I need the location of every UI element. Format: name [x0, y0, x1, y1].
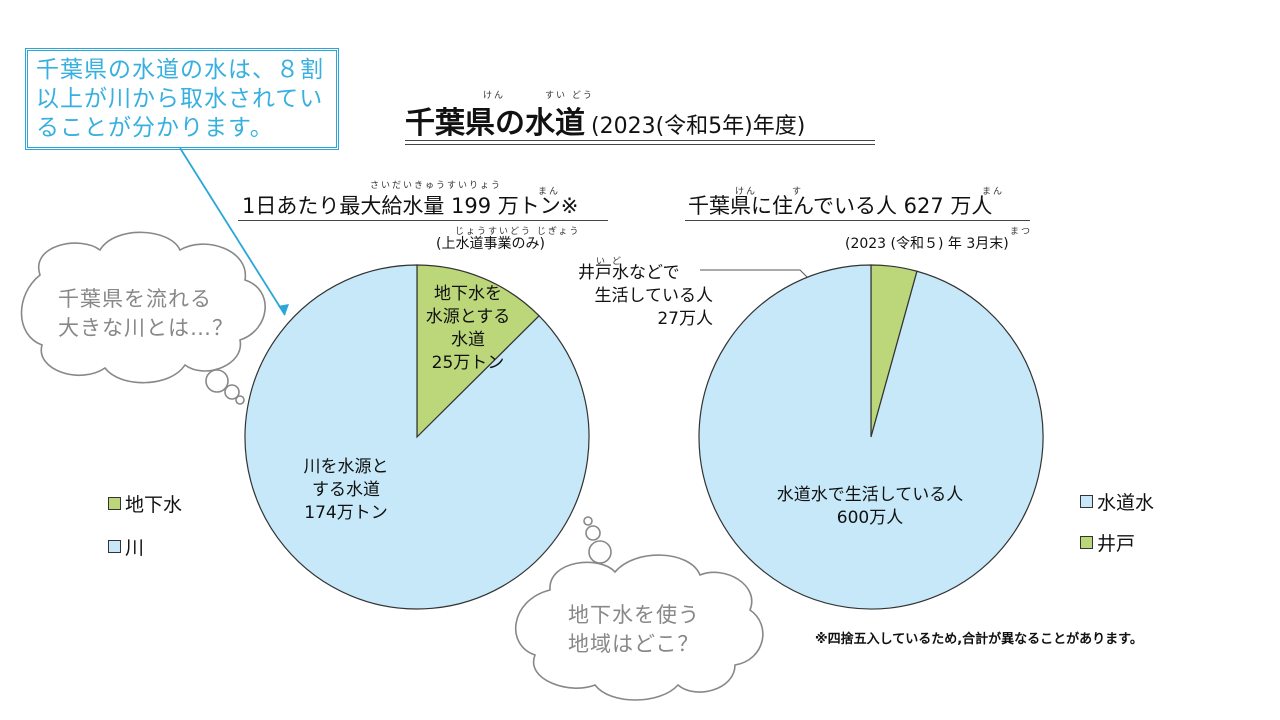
right-legend: 水道水 井戸	[1080, 488, 1154, 556]
title-main: 千葉県の水道	[405, 106, 585, 141]
left-title-underline	[238, 220, 608, 221]
bubble-groundwater-text: 地下水を使う 地域はどこ？	[568, 601, 700, 659]
slice-label-groundwater: 地下水を 水源とする 水道 25万トン	[408, 283, 528, 375]
bubble-river-line-2: 大きな川とは…？	[58, 316, 234, 340]
title-underline-2	[405, 144, 875, 145]
right-title-ruby-ken: けん	[735, 187, 758, 197]
river-label-line-2: する水道	[312, 480, 380, 500]
legend-swatch-tapwater	[1080, 495, 1093, 508]
slice-label-well: 井戸水などで 生活している人 27万人	[578, 262, 713, 331]
legend-swatch-well	[1080, 536, 1093, 549]
well-label-line-1: 井戸水などで	[578, 263, 680, 283]
right-pie-slice-1	[698, 264, 1044, 610]
left-legend: 地下水 川	[108, 490, 182, 560]
footnote: ※四捨五入しているため,合計が異なることがあります。	[815, 632, 1143, 647]
callout-box: 千葉県の水道の水は、８割 以上が川から取水されてい ることが分かります。	[25, 48, 339, 150]
callout-arrowhead	[278, 304, 289, 315]
left-pie-slice-0	[416, 264, 540, 439]
callout-line-1: 千葉県の水道の水は、８割	[36, 57, 324, 83]
legend-item-river: 川	[108, 533, 182, 560]
gw-label-line-1: 地下水を	[434, 284, 502, 304]
thought-bubble-river	[20, 231, 266, 405]
left-title-ruby: さいだいきゅうすいりょう	[370, 181, 503, 191]
title-sub: (2023(令和5年)年度)	[591, 114, 806, 139]
legend-label-well: 井戸	[1097, 533, 1136, 555]
tap-label-line-1: 水道水で生活している人	[776, 485, 964, 505]
river-label-line-1: 川を水源と	[303, 457, 389, 477]
left-note-ruby: じょうすいどう じぎょう	[455, 227, 581, 237]
thought-bubble-groundwater	[514, 516, 764, 701]
well-ruby: い ど	[596, 257, 623, 267]
right-title-ruby-man: まん	[982, 187, 1005, 197]
bubble-river-line-1: 千葉県を流れる	[58, 287, 212, 311]
pie-right	[698, 264, 1044, 610]
left-chart-title: 1日あたり最大給水量 199 万トン※	[242, 194, 579, 218]
right-title-underline	[685, 220, 1030, 221]
legend-swatch-river	[108, 540, 121, 553]
left-pie-slice-1	[244, 264, 590, 610]
pie-left	[244, 264, 590, 610]
legend-label-river: 川	[125, 537, 145, 559]
bubble-groundwater-line-1: 地下水を使う	[568, 603, 700, 627]
title-ruby-ken: けん	[483, 91, 506, 101]
legend-label-tapwater: 水道水	[1097, 492, 1155, 514]
left-title-ruby-man: まん	[538, 187, 561, 197]
legend-label-groundwater: 地下水	[125, 494, 183, 516]
callout-line-2: 以上が川から取水されてい	[36, 86, 324, 112]
gw-label-line-3: 水道	[451, 330, 485, 350]
callout-line-3: ることが分かります。	[36, 115, 274, 141]
legend-item-tapwater: 水道水	[1080, 488, 1154, 515]
left-chart-note: (上水道事業のみ)	[436, 236, 545, 252]
gw-label-line-4: 25万トン	[431, 353, 505, 373]
tap-label-line-2: 600万人	[836, 508, 904, 528]
right-chart-note: (2023 (令和５) 年 3月末)	[845, 236, 1009, 252]
chart-title: 千葉県の水道 (2023(令和5年)年度)	[405, 98, 875, 142]
title-ruby-suido: すい どう	[545, 91, 594, 101]
legend-item-groundwater: 地下水	[108, 490, 182, 517]
right-note-ruby: まつ	[1010, 227, 1033, 237]
slice-label-river: 川を水源と する水道 174万トン	[286, 456, 406, 525]
legend-swatch-groundwater	[108, 497, 121, 510]
river-label-line-3: 174万トン	[304, 503, 388, 523]
callout-connector	[179, 147, 286, 316]
well-label-line-3: 27万人	[657, 309, 713, 329]
right-chart-title: 千葉県に住んでいる人 627 万人	[688, 194, 993, 218]
gw-label-line-2: 水源とする	[425, 307, 511, 327]
bubble-river-text: 千葉県を流れる 大きな川とは…？	[58, 285, 234, 343]
well-label-line-2: 生活している人	[594, 286, 714, 306]
legend-item-well: 井戸	[1080, 529, 1154, 556]
slice-label-tapwater: 水道水で生活している人 600万人	[745, 484, 995, 530]
bubble-groundwater-line-2: 地域はどこ？	[568, 632, 700, 656]
title-underline	[405, 140, 875, 141]
right-title-ruby-su: す	[792, 187, 804, 197]
